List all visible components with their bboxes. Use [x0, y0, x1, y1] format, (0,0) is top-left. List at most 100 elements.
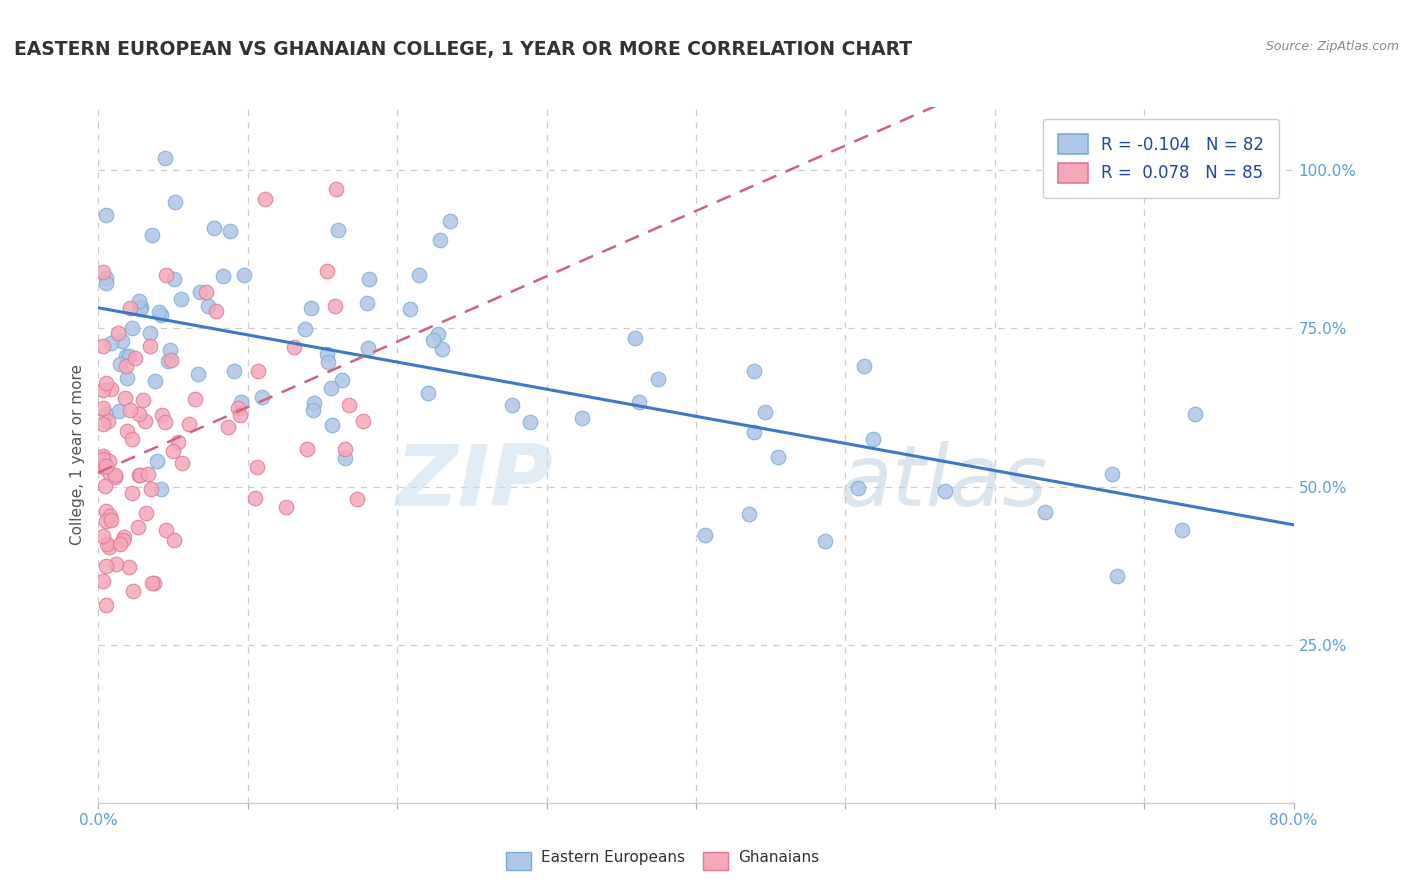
Point: [862, 432, 884, 446]
Point: [98, 453, 121, 467]
Point: [91, 455, 114, 469]
Point: [163, 533, 186, 547]
Point: [118, 349, 141, 363]
Point: [1184, 407, 1206, 421]
Point: [91, 401, 114, 416]
Point: [131, 300, 153, 314]
Point: [172, 457, 194, 471]
Point: [623, 331, 645, 345]
Point: [121, 320, 143, 334]
Point: [737, 507, 759, 521]
Point: [217, 419, 239, 434]
Point: [94, 208, 117, 222]
Point: [330, 373, 353, 387]
Point: [120, 301, 142, 315]
Point: [96, 504, 118, 518]
Point: [121, 486, 143, 500]
Point: [283, 340, 305, 354]
Point: [118, 402, 141, 417]
Point: [184, 392, 207, 407]
Point: [97, 413, 120, 427]
Point: [627, 394, 650, 409]
Point: [96, 536, 118, 550]
Point: [91, 459, 114, 474]
Point: [112, 533, 135, 547]
Point: [91, 450, 114, 464]
Text: Ghanaians: Ghanaians: [738, 850, 820, 865]
Point: [246, 364, 269, 378]
Point: [96, 514, 118, 528]
Point: [94, 559, 117, 574]
Point: [104, 468, 127, 483]
Point: [766, 450, 789, 465]
Point: [149, 309, 172, 323]
Point: [128, 407, 150, 421]
Point: [143, 575, 166, 590]
Point: [430, 342, 453, 356]
Point: [91, 339, 114, 353]
Point: [91, 529, 114, 543]
Point: [98, 467, 121, 481]
Point: [226, 401, 249, 416]
Point: [91, 383, 114, 397]
Point: [321, 418, 343, 433]
Point: [853, 359, 876, 373]
Point: [229, 395, 252, 409]
Point: [105, 557, 128, 571]
Point: [115, 359, 138, 373]
Point: [195, 285, 218, 299]
Point: [111, 334, 134, 348]
Point: [316, 346, 339, 360]
Point: [427, 326, 450, 341]
Text: ZIP: ZIP: [395, 442, 553, 524]
Point: [357, 272, 380, 286]
Point: [245, 460, 267, 475]
Point: [94, 277, 117, 291]
Y-axis label: College, 1 year or more: College, 1 year or more: [70, 365, 86, 545]
Point: [408, 268, 430, 283]
Point: [274, 500, 297, 514]
Point: [155, 524, 177, 538]
Point: [160, 353, 183, 368]
Point: [224, 364, 246, 378]
Point: [253, 192, 276, 206]
Point: [299, 301, 322, 315]
Point: [148, 304, 170, 318]
Point: [846, 481, 869, 495]
Point: [115, 424, 138, 438]
Point: [202, 221, 225, 235]
Point: [129, 468, 152, 483]
Point: [143, 374, 166, 388]
Point: [1033, 505, 1056, 519]
Point: [94, 271, 117, 285]
Point: [418, 385, 440, 400]
Point: [742, 364, 765, 378]
Point: [94, 376, 117, 390]
Point: [104, 470, 127, 484]
Point: [167, 434, 190, 449]
Point: [124, 351, 146, 365]
Point: [353, 414, 375, 428]
Point: [754, 405, 776, 419]
Text: Source: ZipAtlas.com: Source: ZipAtlas.com: [1265, 40, 1399, 54]
Point: [127, 520, 149, 534]
Point: [429, 233, 451, 247]
Point: [112, 530, 135, 544]
Point: [162, 444, 184, 458]
Point: [121, 432, 143, 446]
Point: [94, 598, 117, 612]
Point: [1101, 467, 1123, 481]
Point: [97, 540, 120, 554]
Point: [357, 341, 380, 355]
Point: [302, 402, 325, 417]
Point: [571, 410, 593, 425]
Point: [153, 151, 176, 165]
Point: [141, 228, 163, 243]
Point: [118, 560, 141, 574]
Point: [742, 425, 765, 439]
Point: [156, 353, 179, 368]
Point: [141, 576, 163, 591]
Point: [91, 265, 114, 279]
Point: [399, 302, 422, 317]
Point: [519, 415, 541, 429]
